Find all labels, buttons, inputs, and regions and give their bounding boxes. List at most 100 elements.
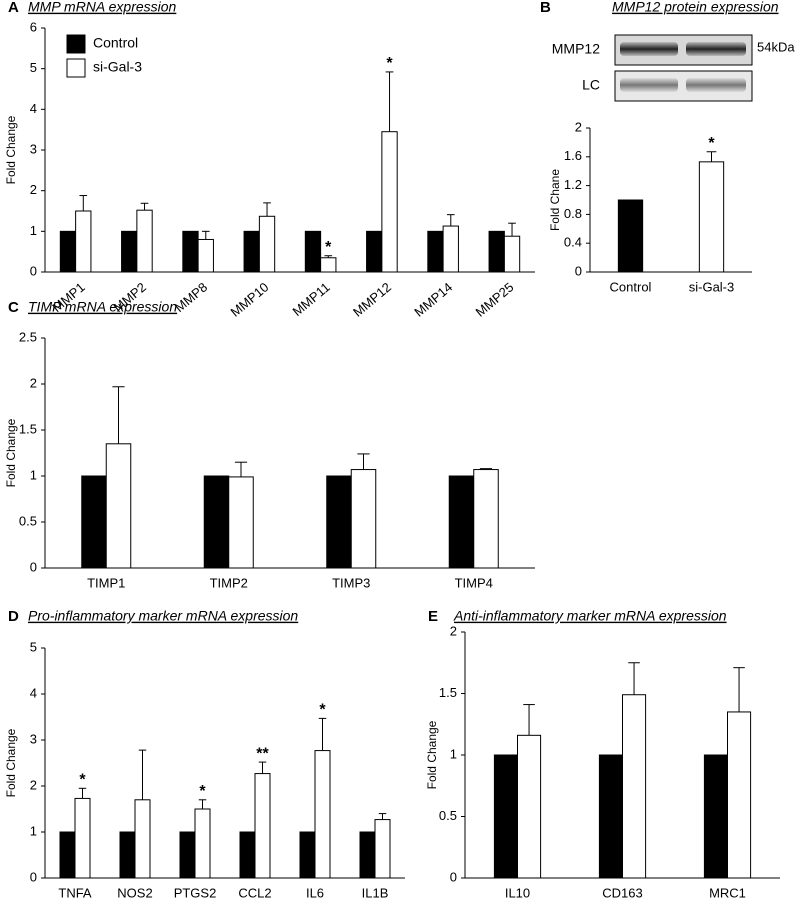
significance-label: * <box>708 135 715 152</box>
x-tick-label: CD163 <box>602 885 642 900</box>
y-axis-label: Fold Change <box>4 728 18 797</box>
x-tick-label: PTGS2 <box>174 885 217 900</box>
bar <box>381 131 398 273</box>
bar <box>304 230 322 273</box>
y-tick-label: 1 <box>450 746 457 761</box>
bar <box>622 694 647 879</box>
bar <box>228 476 254 569</box>
y-axis-label: Fold Chane <box>548 169 562 231</box>
significance-label: * <box>325 239 332 256</box>
y-axis-label: Fold Change <box>425 720 439 789</box>
y-tick-label: 2 <box>450 623 457 638</box>
bar <box>105 443 132 569</box>
bar <box>258 215 276 273</box>
panel-label: D <box>8 608 19 625</box>
bar <box>320 257 337 273</box>
blot-label: LC <box>582 77 600 93</box>
y-tick-label: 2 <box>30 182 37 197</box>
y-tick-label: 0.8 <box>564 206 582 221</box>
panel-label: A <box>8 0 19 16</box>
y-tick-label: 3 <box>30 141 37 156</box>
y-tick-label: 3 <box>30 731 37 746</box>
y-tick-label: 6 <box>30 19 37 34</box>
legend-label: Control <box>93 35 138 51</box>
bar <box>299 831 316 879</box>
x-tick-label: MMP25 <box>473 279 517 319</box>
bar <box>617 199 644 273</box>
bar <box>427 230 444 273</box>
legend-swatch <box>66 34 86 54</box>
significance-label: * <box>386 55 393 72</box>
y-axis-label: Fold Change <box>4 115 18 184</box>
bar <box>194 808 211 879</box>
x-tick-label: TIMP3 <box>332 575 370 590</box>
y-tick-label: 2.5 <box>19 329 37 344</box>
y-tick-label: 1.5 <box>439 685 457 700</box>
x-tick-label: MMP12 <box>350 279 394 319</box>
significance-label: * <box>319 702 326 719</box>
bar <box>698 161 725 273</box>
bar <box>488 230 505 273</box>
blot-label: MMP12 <box>552 41 600 57</box>
bar <box>239 831 256 879</box>
chart-title: MMP12 protein expression <box>612 0 779 15</box>
y-tick-label: 0 <box>575 263 582 278</box>
x-tick-label: si-Gal-3 <box>689 279 735 294</box>
y-tick-label: 2 <box>30 777 37 792</box>
bar <box>493 754 518 879</box>
chart-title: Pro-inflammatory marker mRNA expression <box>28 608 298 624</box>
y-tick-label: 0 <box>30 263 37 278</box>
y-axis-label: Fold Change <box>4 418 18 487</box>
bar <box>598 754 624 879</box>
y-tick-label: 5 <box>30 60 37 75</box>
x-tick-label: TNFA <box>58 885 92 900</box>
bar <box>442 225 459 273</box>
bar <box>197 238 214 273</box>
x-tick-label: NOS2 <box>117 885 152 900</box>
blot-size: 54kDa <box>757 39 795 54</box>
bar <box>359 831 376 879</box>
bar <box>326 475 352 569</box>
x-tick-label: Control <box>610 279 652 294</box>
bar <box>727 711 752 879</box>
bar <box>59 230 77 273</box>
legend-swatch <box>66 58 86 78</box>
y-tick-label: 1.5 <box>19 421 37 436</box>
y-tick-label: 1.2 <box>564 177 582 192</box>
x-tick-label: MRC1 <box>709 885 746 900</box>
y-tick-label: 0 <box>30 869 37 884</box>
significance-label: * <box>79 772 86 789</box>
y-tick-label: 0.4 <box>564 235 582 250</box>
bar <box>350 469 377 569</box>
blot-band <box>686 78 746 92</box>
y-tick-label: 5 <box>30 639 37 654</box>
bar <box>74 797 91 879</box>
chart-title: TIMP mRNA expression <box>28 299 177 315</box>
y-tick-label: 0.5 <box>19 513 37 528</box>
x-tick-label: MMP14 <box>411 279 455 319</box>
x-tick-label: IL10 <box>505 885 530 900</box>
bar <box>182 230 199 273</box>
significance-label: * <box>199 783 206 800</box>
panel-label: C <box>8 299 19 316</box>
blot-band <box>620 78 678 92</box>
panel-label: B <box>540 0 551 16</box>
panel-label: E <box>428 608 438 625</box>
y-tick-label: 1 <box>30 823 37 838</box>
bar <box>366 230 383 273</box>
bar <box>517 734 542 879</box>
bar <box>703 754 729 879</box>
y-tick-label: 1 <box>30 467 37 482</box>
y-tick-label: 2 <box>575 119 582 134</box>
bar <box>503 235 521 273</box>
bar <box>59 831 76 879</box>
y-tick-label: 4 <box>30 101 37 116</box>
y-tick-label: 0 <box>450 869 457 884</box>
x-tick-label: TIMP4 <box>455 575 493 590</box>
y-tick-label: 0.5 <box>439 808 457 823</box>
x-tick-label: MMP11 <box>290 279 333 319</box>
bar <box>473 469 499 569</box>
chart-title: Anti-inflammatory marker mRNA expression <box>453 608 727 624</box>
chart-title: MMP mRNA expression <box>28 0 177 15</box>
